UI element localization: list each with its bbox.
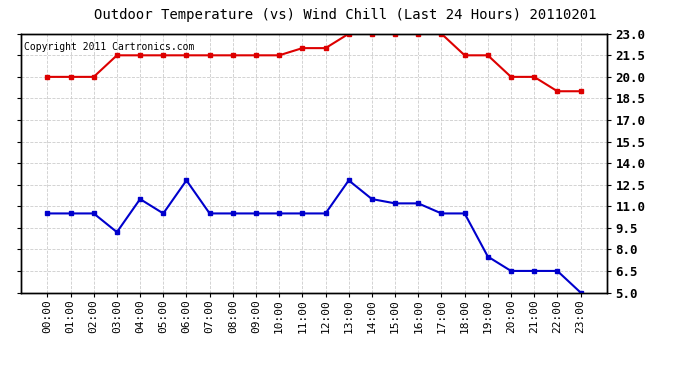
Text: Copyright 2011 Cartronics.com: Copyright 2011 Cartronics.com — [23, 42, 194, 51]
Text: Outdoor Temperature (vs) Wind Chill (Last 24 Hours) 20110201: Outdoor Temperature (vs) Wind Chill (Las… — [94, 8, 596, 21]
